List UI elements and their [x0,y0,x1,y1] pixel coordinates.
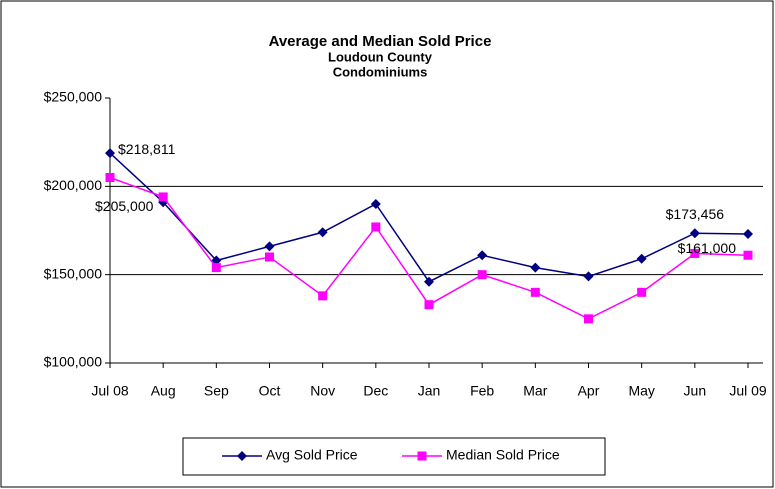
x-tick-label: Sep [204,383,229,399]
legend-marker [417,451,427,461]
legend-label: Median Sold Price [446,447,560,463]
x-tick-label: Oct [259,383,281,399]
chart-title: Average and Median Sold Price [269,33,492,50]
data-point [317,227,328,238]
data-point [370,199,381,209]
data-point [105,148,115,159]
x-tick-label: Mar [523,383,547,399]
y-tick-label: $150,000 [44,265,103,281]
chart-subtitle: Condominiums [333,64,428,79]
x-tick-label: Jul 09 [729,383,767,399]
x-tick-label: Feb [470,383,494,399]
data-point [477,250,488,261]
y-tick-label: $250,000 [44,89,103,105]
data-point [743,229,753,240]
data-point [584,314,593,324]
data-point [530,287,540,297]
legend-label: Avg Sold Price [266,447,358,463]
x-tick-label: Nov [310,383,335,399]
data-point [583,271,594,282]
legend-marker [237,451,247,461]
data-point [424,300,434,310]
data-point [636,253,647,264]
data-point [424,276,434,287]
x-tick-label: Apr [578,383,600,399]
data-point [371,222,381,232]
x-tick-label: Dec [363,383,388,399]
x-tick-label: May [628,383,654,399]
data-point [264,241,275,252]
data-point [689,228,700,239]
data-point [318,291,328,301]
data-point [690,248,700,258]
x-tick-label: Jun [684,383,707,399]
y-tick-label: $200,000 [44,177,103,193]
x-tick-label: Jul 08 [91,383,129,399]
data-point [211,263,221,273]
data-point [265,252,274,262]
data-point [530,262,541,273]
x-tick-label: Jan [418,383,441,399]
chart-subtitle: Loudoun County [328,49,433,64]
data-point [637,287,647,297]
data-point [105,173,115,182]
data-label: $161,000 [678,240,737,256]
data-label: $173,456 [666,206,725,222]
data-label: $205,000 [95,198,154,214]
data-point [477,270,487,280]
data-point [158,192,168,202]
data-point [743,250,753,260]
data-label: $218,811 [118,141,176,157]
y-tick-label: $100,000 [44,354,103,370]
x-tick-label: Aug [151,383,176,399]
